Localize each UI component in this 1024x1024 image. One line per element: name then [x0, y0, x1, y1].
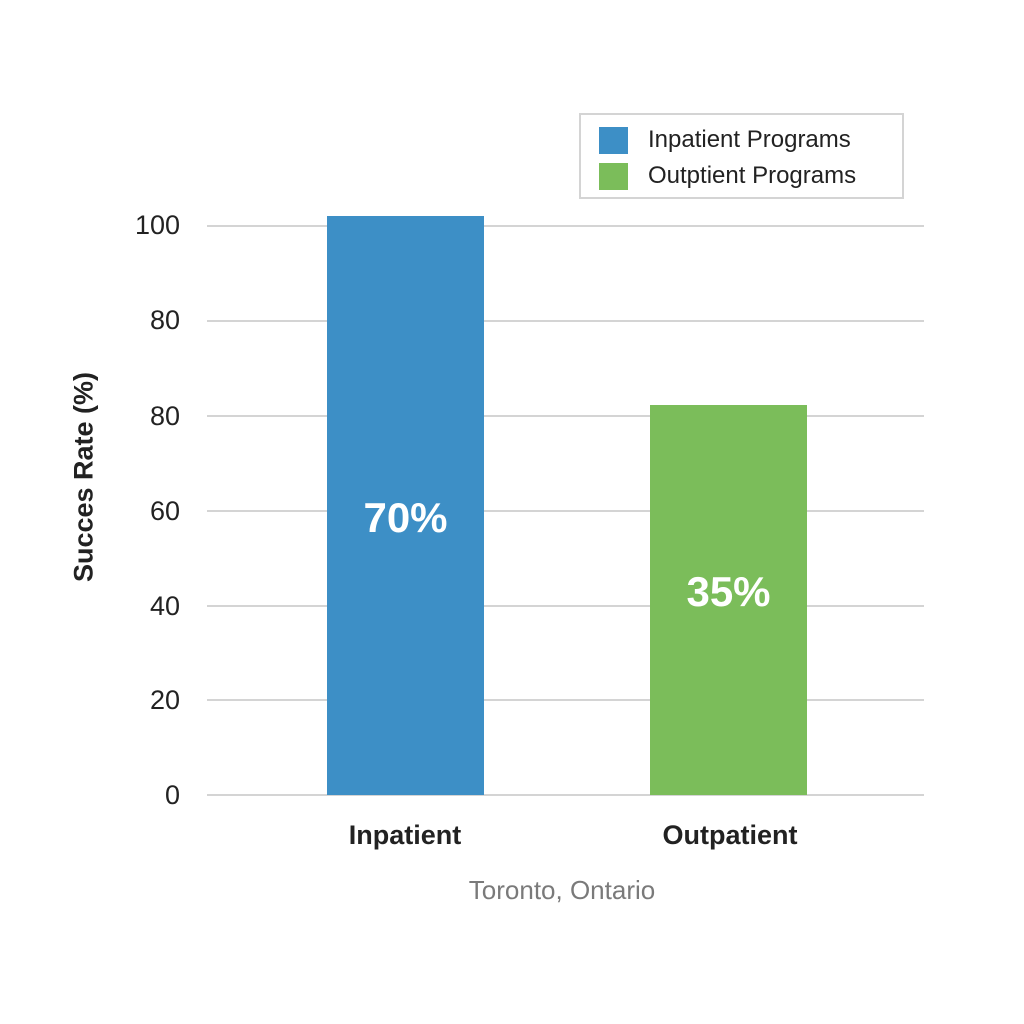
legend-item-inpatient: Inpatient Programs	[599, 126, 851, 154]
bar-inpatient: 70%	[327, 216, 484, 795]
y-tick-label: 80	[149, 401, 180, 431]
y-tick-label: 40	[149, 591, 180, 621]
gridline	[207, 510, 924, 512]
bar-value-label: 35%	[686, 568, 771, 615]
bar-outpatient: 35%	[650, 405, 807, 795]
legend-item-outpatient: Outptient Programs	[599, 162, 856, 190]
x-tick-label: Inpatient	[348, 820, 462, 850]
x-tick-label: Outpatient	[662, 820, 798, 850]
gridline	[207, 699, 924, 701]
legend-swatch-icon	[599, 162, 628, 190]
gridline	[207, 605, 924, 607]
bar-value-label: 70%	[363, 494, 448, 541]
x-axis-baseline	[207, 794, 924, 796]
gridline	[207, 320, 924, 322]
gridline	[207, 225, 924, 227]
y-tick-label: 20	[149, 685, 180, 715]
legend: Inpatient Programs Outptient Programs	[579, 113, 904, 199]
legend-swatch-icon	[599, 126, 628, 154]
y-tick-label: 100	[134, 210, 180, 240]
legend-label: Inpatient Programs	[648, 126, 851, 153]
y-axis-label: Succes Rate (%)	[68, 371, 99, 583]
y-tick-label: 60	[149, 496, 180, 526]
chart-subtitle: Toronto, Ontario	[468, 875, 656, 905]
y-tick-label: 80	[149, 305, 180, 335]
gridline	[207, 415, 924, 417]
y-tick-label: 0	[164, 780, 180, 810]
legend-label: Outptient Programs	[648, 162, 857, 189]
